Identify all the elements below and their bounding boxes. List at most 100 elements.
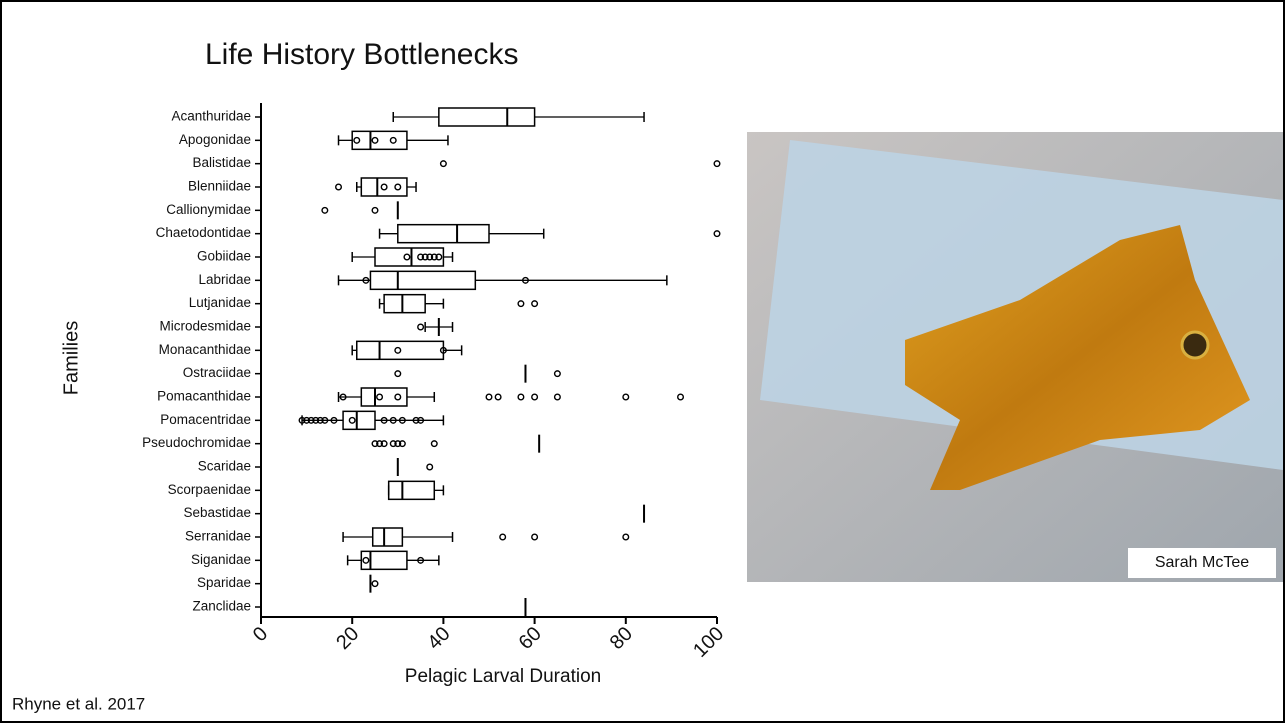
photo-credit: Sarah McTee	[1155, 554, 1249, 571]
outlier	[622, 533, 630, 541]
y-tick-label: Microdesmidae	[159, 319, 251, 334]
outlier	[439, 160, 447, 168]
photo: Sarah McTee	[747, 132, 1283, 582]
box	[397, 223, 490, 244]
outlier	[371, 136, 379, 144]
y-tick-label: Lutjanidae	[189, 295, 251, 310]
outlier	[531, 300, 539, 308]
box	[374, 247, 445, 267]
box	[371, 527, 404, 547]
outlier	[713, 160, 721, 168]
credit-box	[1128, 548, 1276, 578]
outlier	[398, 416, 406, 424]
outlier	[371, 580, 379, 588]
outlier	[439, 346, 447, 354]
y-tick-label: Serranidae	[185, 529, 251, 544]
y-tick-label: Labridae	[198, 272, 251, 287]
outlier	[394, 440, 402, 448]
y-tick-label: Sparidae	[197, 575, 251, 590]
outlier	[412, 416, 420, 424]
y-tick-label: Pomacentridae	[160, 412, 251, 427]
box	[360, 177, 408, 197]
outlier	[435, 253, 443, 261]
outlier	[330, 416, 338, 424]
outlier	[348, 416, 356, 424]
outlier	[426, 253, 434, 261]
chart-title: Life History Bottlenecks	[205, 38, 518, 71]
box	[356, 340, 445, 361]
outlier	[321, 416, 329, 424]
box	[342, 410, 376, 431]
outlier	[376, 393, 384, 401]
y-axis-label: Families	[60, 321, 82, 395]
y-tick-label: Chaetodontidae	[156, 225, 251, 240]
y-tick-label: Ostraciidae	[183, 365, 251, 380]
outlier	[531, 533, 539, 541]
box	[360, 387, 408, 407]
outlier	[417, 253, 425, 261]
outlier	[339, 393, 347, 401]
outlier	[553, 370, 561, 378]
outlier	[430, 253, 438, 261]
fish	[905, 225, 1250, 490]
outlier	[380, 416, 388, 424]
outlier	[371, 440, 379, 448]
box	[351, 130, 408, 151]
outlier	[485, 393, 493, 401]
outlier	[362, 556, 370, 564]
box	[369, 270, 477, 291]
outlier	[517, 300, 525, 308]
y-tick-label: Gobiidae	[197, 249, 251, 264]
outlier	[312, 416, 320, 424]
outlier	[531, 393, 539, 401]
outlier	[430, 440, 438, 448]
outlier	[376, 440, 384, 448]
outlier	[421, 253, 429, 261]
outlier	[417, 323, 425, 331]
outlier	[403, 253, 411, 261]
y-tick-label: Pomacanthidae	[157, 389, 251, 404]
citation: Rhyne et al. 2017	[12, 694, 145, 713]
outlier	[362, 276, 370, 284]
outlier	[380, 183, 388, 191]
outlier	[394, 393, 402, 401]
outlier	[426, 463, 434, 471]
box	[438, 107, 536, 127]
y-tick-label: Zanclidae	[192, 599, 251, 614]
outlier	[494, 393, 502, 401]
box	[387, 480, 436, 501]
outlier	[380, 440, 388, 448]
outlier	[553, 393, 561, 401]
x-axis-label: Pelagic Larval Duration	[405, 666, 601, 687]
outlier	[517, 393, 525, 401]
outlier	[335, 183, 343, 191]
y-tick-label: Monacanthidae	[159, 342, 251, 357]
outlier	[303, 416, 311, 424]
outlier	[316, 416, 324, 424]
outlier	[417, 556, 425, 564]
fish-eye	[1180, 330, 1210, 360]
outlier	[353, 136, 361, 144]
outlier	[677, 393, 685, 401]
outlier	[394, 370, 402, 378]
y-tick-label: Siganidae	[191, 552, 251, 567]
outlier	[713, 230, 721, 238]
y-tick-label: Scorpaenidae	[168, 482, 251, 497]
outlier	[394, 183, 402, 191]
outlier	[307, 416, 315, 424]
outlier	[521, 276, 529, 284]
y-tick-label: Blenniidae	[188, 179, 251, 194]
outlier	[389, 416, 397, 424]
outlier	[389, 136, 397, 144]
outlier	[298, 416, 306, 424]
y-tick-label: Callionymidae	[166, 202, 251, 217]
outlier	[417, 416, 425, 424]
y-tick-label: Balistidae	[192, 155, 251, 170]
outlier	[398, 440, 406, 448]
outlier	[389, 440, 397, 448]
y-tick-label: Pseudochromidae	[142, 435, 251, 450]
box	[383, 293, 426, 314]
outlier	[394, 346, 402, 354]
outlier	[371, 206, 379, 214]
